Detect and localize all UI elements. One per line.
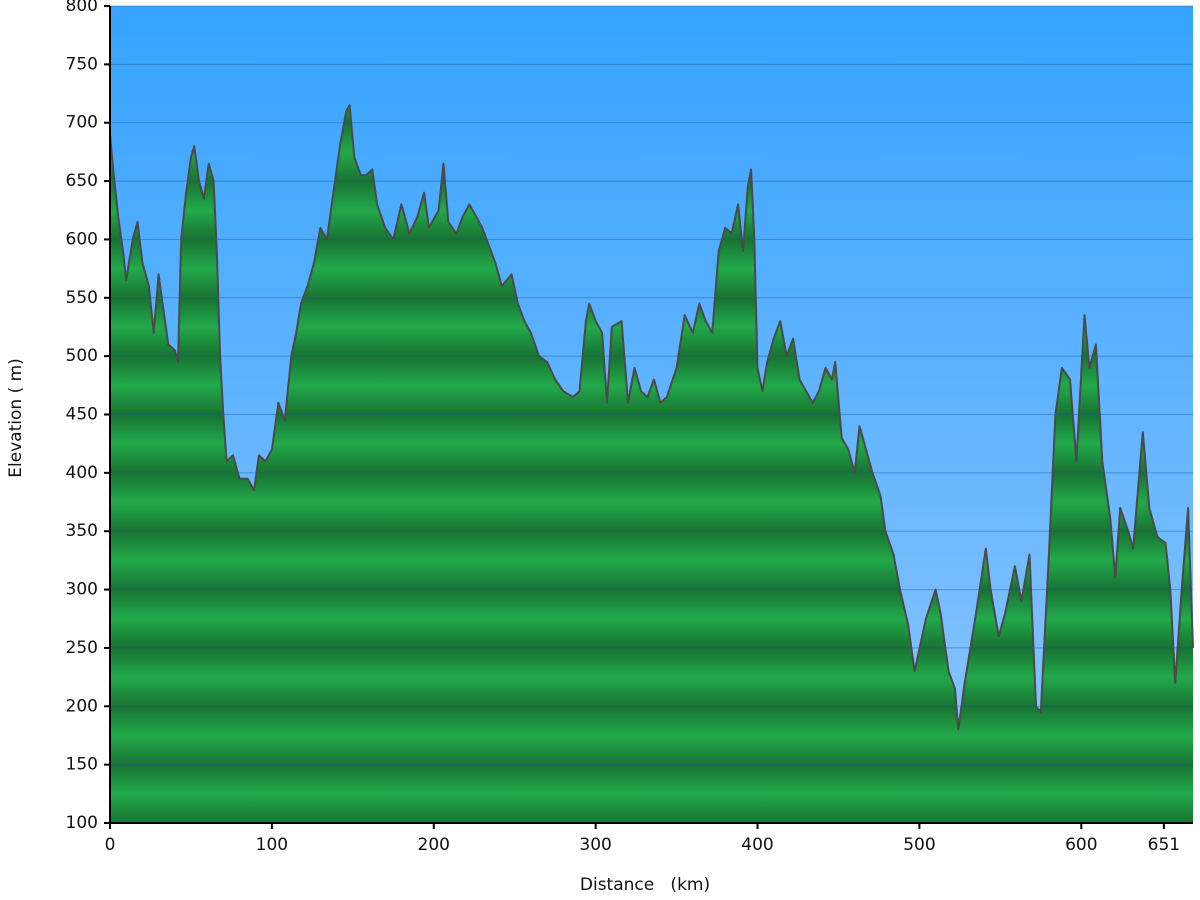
y-tick-label: 400 [66, 463, 98, 483]
x-tick-label: 200 [418, 835, 450, 855]
y-tick-label: 450 [66, 405, 98, 425]
y-tick-label: 350 [66, 521, 98, 541]
y-tick-label: 800 [66, 0, 98, 16]
x-tick-label: 300 [579, 835, 611, 855]
y-tick-label: 700 [66, 113, 98, 133]
elevation-outline [109, 104, 1194, 731]
x-tick-label: 500 [903, 835, 935, 855]
y-tick-label: 100 [66, 813, 98, 833]
x-tick-label: 600 [1065, 835, 1097, 855]
x-tick-label: 100 [256, 835, 288, 855]
y-tick-label: 200 [66, 696, 98, 716]
x-axis-title: Distance (km) [580, 875, 710, 895]
y-axis-title: Elevation ( m) [6, 358, 26, 478]
elevation-shade [110, 105, 1193, 823]
y-tick-label: 500 [66, 346, 98, 366]
y-tick-label: 300 [66, 580, 98, 600]
x-tick-label: 400 [741, 835, 773, 855]
y-tick-label: 650 [66, 171, 98, 191]
y-tick-label: 750 [66, 54, 98, 74]
x-tick-label: 0 [105, 835, 116, 855]
y-tick-label: 550 [66, 288, 98, 308]
y-tick-label: 250 [66, 638, 98, 658]
y-tick-label: 150 [66, 755, 98, 775]
y-tick-label: 600 [66, 229, 98, 249]
x-tick-label: 651 [1148, 835, 1180, 855]
